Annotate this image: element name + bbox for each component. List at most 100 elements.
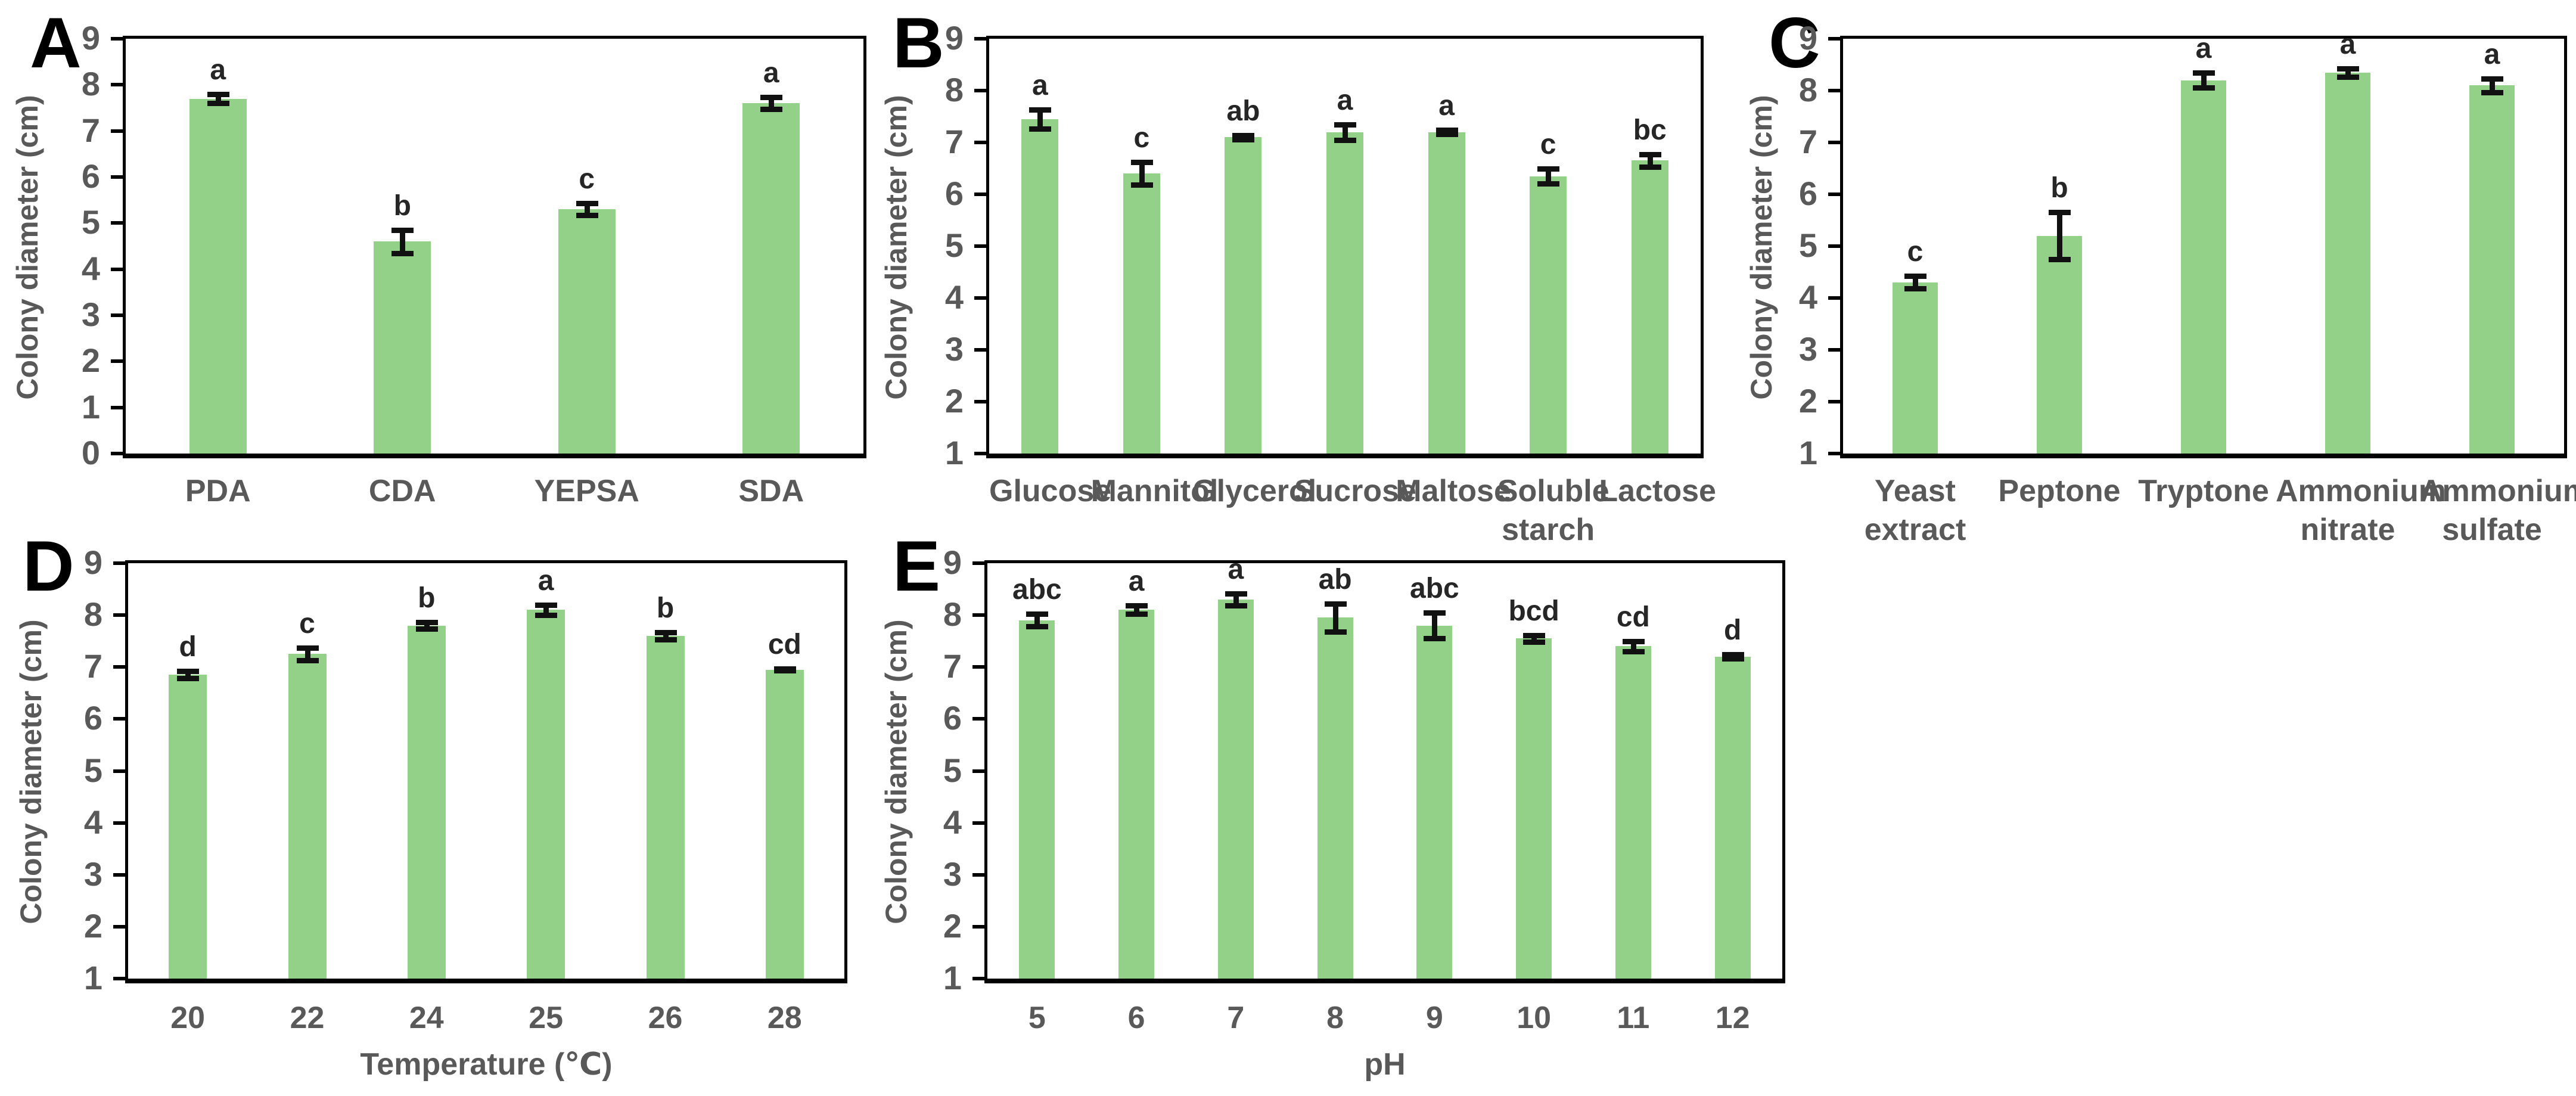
sig-letter: a [210,54,226,86]
bar [1416,625,1453,979]
error-bar [1913,276,1918,289]
sig-letter: c [579,163,595,195]
bar [1615,646,1651,979]
category-label: PDA [185,474,251,508]
error-bar [2201,73,2207,88]
y-tick-mark [1828,244,1840,248]
error-bar-cap-top [1722,652,1744,658]
y-tick-mark [113,977,125,980]
error-bar [769,97,775,110]
y-tick-label: 8 [83,595,102,634]
y-tick-mark [111,129,123,133]
error-bar [2490,78,2495,92]
error-bar-cap-bottom [1904,286,1926,292]
bar [1123,173,1160,454]
y-tick-mark [1828,400,1840,403]
category-label: 5 [1028,1001,1046,1035]
y-tick-mark [111,175,123,179]
y-tick-mark [111,37,123,41]
sig-letter: a [2339,28,2356,60]
y-tick-mark [972,613,984,617]
error-bar-cap-top [654,629,677,635]
bar [558,209,616,454]
x-axis-title: pH [1364,1047,1406,1082]
error-bar-cap-top [576,201,598,207]
plot-area: a c ab a a c bc [986,36,1704,458]
panel-label: E [893,526,940,606]
panel-label: C [1769,3,1820,83]
error-bar-cap-top [535,602,558,608]
y-tick-mark [974,89,986,92]
y-tick-mark [111,221,123,225]
bar [1631,160,1668,454]
y-tick-mark [974,141,986,144]
category-label: Ammonium nitrate [2276,474,2446,547]
bar [407,625,446,979]
y-tick-label: 6 [1798,175,1817,212]
y-tick-mark [111,405,123,409]
category-label: 22 [290,1001,325,1035]
error-bar-cap-top [1523,633,1546,639]
error-bar-cap-bottom [2337,74,2359,80]
category-label: YEPSA [534,474,639,508]
category-label: Yeast extract [1864,474,1966,547]
y-tick-mark [972,769,984,773]
category-label: SDA [738,474,804,508]
sig-letter: c [299,608,315,639]
sig-letter: a [1128,566,1145,598]
sig-letter: ab [1226,95,1260,127]
y-tick-label: 5 [944,226,964,264]
y-tick-label: 5 [83,751,102,789]
error-bar [304,648,310,660]
plot-area: c b a a a [1840,29,2567,458]
bar [2469,85,2515,454]
y-tick-mark [974,296,986,300]
y-tick-mark [974,193,986,196]
error-bar [543,604,549,616]
error-bar [215,94,221,104]
error-bar [2345,68,2351,77]
y-tick-label: 7 [1798,123,1817,160]
error-bar-cap-top [1622,638,1645,644]
y-tick-mark [113,769,125,773]
y-tick-label: 9 [1798,19,1817,57]
error-bar [1531,635,1537,642]
y-tick-mark [113,613,125,617]
bar [1326,132,1363,454]
y-tick-mark [111,313,123,317]
error-bar [400,229,406,253]
plot-area: d c b a b cd [125,560,847,983]
error-bar [1233,593,1239,606]
category-label: 6 [1127,1001,1145,1035]
category-label: 28 [767,1001,802,1035]
sig-letter: a [2484,38,2500,70]
error-bar-cap-bottom [2049,256,2071,262]
y-tick-mark [972,821,984,825]
sig-letter: a [1337,84,1353,116]
y-tick-label: 4 [1798,278,1817,316]
y-tick-mark [1828,37,1840,41]
y-tick-label: 4 [83,803,102,841]
plot-inner: d c b a b cd [128,563,844,979]
y-tick-mark [972,665,984,669]
error-bar-cap-top [1225,591,1247,597]
y-tick-mark [972,977,984,980]
error-bar-cap-bottom [760,107,783,113]
y-tick-label: 1 [83,959,102,996]
y-tick-mark [1828,296,1840,300]
bar [2037,235,2082,454]
category-label: Mannitol [1090,474,1219,508]
error-bar-cap-bottom [1334,137,1356,143]
plot-inner: a c ab a a c bc [989,39,1701,454]
y-tick-mark [1828,452,1840,455]
y-tick-mark [111,83,123,87]
y-tick-label: 8 [943,595,962,634]
plot-area: a b c a [123,36,866,458]
error-bar-cap-top [296,645,319,651]
y-tick-label: 0 [81,434,100,471]
error-bar-cap-bottom [535,613,558,619]
y-tick-mark [972,873,984,877]
sig-letter: a [1228,553,1244,585]
sig-letter: a [1438,90,1455,122]
category-label: 10 [1517,1001,1552,1035]
